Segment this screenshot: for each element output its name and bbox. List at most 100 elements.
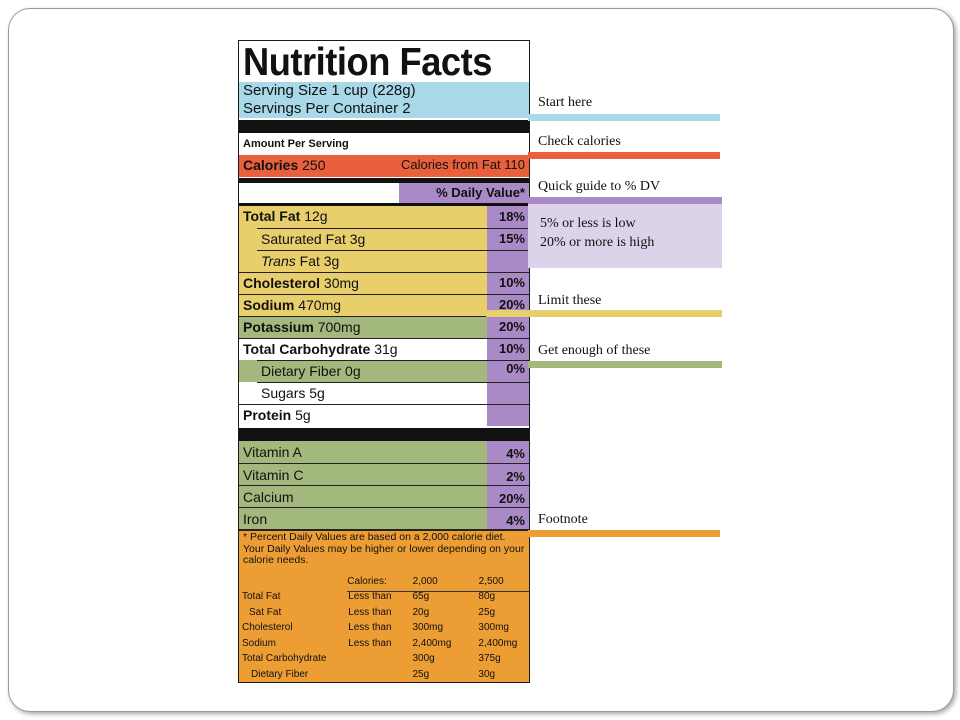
table-row: Total Carbohydrate 300g 375g: [241, 651, 529, 667]
table-row: Cholesterol Less than 300mg 300mg: [241, 620, 529, 636]
fiber-band: [239, 360, 487, 382]
nutrient-name: Total Fat: [243, 208, 301, 224]
nutrient-name: Trans: [261, 253, 296, 269]
nutrient-name: Dietary Fiber: [261, 363, 342, 379]
amount-per-serving: Amount Per Serving: [243, 138, 349, 150]
ft-cell: Total Fat: [242, 591, 281, 603]
bar-footnote: [528, 530, 720, 537]
nutrient-name: Sugars: [261, 385, 306, 401]
nutrient-cholesterol: Cholesterol 30mg: [243, 275, 359, 291]
annotation-footnote: Footnote: [538, 512, 588, 527]
ft-cell: Less than: [348, 591, 392, 603]
ft-cell: Calories:: [347, 576, 387, 587]
vitamin-c: Vitamin C: [243, 467, 304, 483]
carb-band: [239, 338, 487, 360]
table-row: Dietary Fiber 25g 30g: [241, 667, 529, 683]
nutrient-name: Sodium: [243, 297, 295, 313]
limit-band: [239, 206, 487, 316]
vitamin-a: Vitamin A: [243, 444, 302, 460]
divider: [239, 272, 529, 273]
annotation-quick-guide: Quick guide to % DV: [538, 179, 661, 194]
nutrient-sugars: Sugars 5g: [261, 385, 325, 401]
ft-cell: 80g: [478, 591, 496, 603]
pct-sodium: 20%: [498, 297, 525, 312]
annotation-get-enough: Get enough of these: [538, 343, 651, 358]
calories-value: 250: [302, 157, 326, 173]
ft-cell: 30g: [478, 668, 496, 680]
ft-cell: Total Carbohydrate: [242, 653, 327, 665]
ft-cell: Dietary Fiber: [251, 668, 309, 680]
pct-vitamin-c: 2%: [506, 469, 525, 484]
ft-cell: 65g: [412, 591, 430, 603]
nutrient-amount: 12g: [304, 208, 328, 224]
ft-cell: [347, 651, 411, 667]
calories-band: [239, 155, 529, 177]
vitamins-divider: [239, 428, 529, 441]
nutrition-facts-label: Nutrition Facts Serving Size 1 cup (228g…: [238, 40, 530, 683]
nutrient-amount: 3g: [349, 231, 366, 247]
divider: [257, 228, 529, 229]
divider: [239, 529, 529, 531]
ft-cell: Less than: [348, 637, 392, 649]
dv-header-band: [399, 183, 529, 203]
pct-total-carbohydrate: 10%: [498, 341, 525, 356]
ft-cell: Cholesterol: [242, 622, 293, 634]
nutrient-trans-fat: Trans Fat 3g: [261, 253, 339, 269]
pct-vitamin-a: 4%: [506, 446, 525, 461]
ft-cell: 20g: [412, 606, 430, 618]
guide-high-text: 20% or more is high: [540, 235, 655, 250]
divider: [257, 382, 529, 383]
footnote-table-body: Total Fat Less than 65g 80g Sat Fat Less…: [241, 589, 529, 682]
nutrient-saturated-fat: Saturated Fat 3g: [261, 231, 365, 247]
ft-cell: 2,400mg: [478, 637, 518, 649]
nutrient-dietary-fiber: Dietary Fiber 0g: [261, 363, 361, 379]
table-row: Sat Fat Less than 20g 25g: [241, 605, 529, 621]
potassium-band: [239, 316, 487, 338]
ft-cell: Less than: [348, 606, 392, 618]
footnote-band: [239, 531, 529, 682]
label-title: Nutrition Facts: [243, 41, 492, 84]
nutrient-total-carbohydrate: Total Carbohydrate 31g: [243, 341, 398, 357]
calcium: Calcium: [243, 489, 294, 505]
annotation-start-here: Start here: [538, 95, 593, 110]
guide-low-text: 5% or less is low: [540, 216, 636, 231]
nutrient-name: Total Carbohydrate: [243, 341, 371, 357]
ft-cell: 300mg: [412, 622, 444, 634]
ft-cell: [347, 667, 411, 683]
ft-cell: [241, 573, 346, 590]
nutrient-amount: 31g: [374, 341, 398, 357]
divider: [239, 507, 529, 508]
servings-per-container: Servings Per Container 2: [243, 100, 411, 117]
ft-cell: 25g: [478, 606, 496, 618]
nutrient-amount: 0g: [345, 363, 361, 379]
pct-iron: 4%: [506, 513, 525, 528]
divider: [239, 463, 529, 464]
nutrient-name: Cholesterol: [243, 275, 321, 291]
nutrient-amount: 5g: [309, 385, 325, 401]
ft-cell: Sat Fat: [249, 606, 282, 618]
nutrient-amount: 30mg: [323, 275, 359, 291]
nutrient-amount: Fat 3g: [299, 253, 340, 269]
pct-dietary-fiber: 0%: [506, 361, 525, 376]
footnote-text: * Percent Daily Values are based on a 2,…: [243, 531, 525, 566]
divider: [239, 203, 529, 206]
ft-cell: 2,000: [412, 576, 438, 587]
bar-limit-these: [486, 310, 722, 317]
calories-word: Calories: [243, 157, 299, 173]
divider: [347, 591, 529, 592]
divider: [239, 316, 529, 317]
bar-start-here: [528, 114, 720, 121]
nutrient-total-fat: Total Fat 12g: [243, 208, 328, 224]
pct-saturated-fat: 15%: [498, 231, 525, 246]
thick-divider: [239, 120, 529, 133]
bar-quick-guide: [528, 197, 722, 204]
nutrient-amount: 700mg: [317, 319, 361, 335]
pct-calcium: 20%: [498, 491, 525, 506]
calories-label: Calories 250: [243, 157, 326, 173]
ft-cell: 375g: [478, 653, 501, 665]
annotation-check-calories: Check calories: [538, 134, 621, 149]
serving-size: Serving Size 1 cup (228g): [243, 82, 416, 99]
ft-cell: Sodium: [242, 637, 276, 649]
divider: [239, 294, 529, 295]
ft-cell: 25g: [412, 668, 430, 680]
